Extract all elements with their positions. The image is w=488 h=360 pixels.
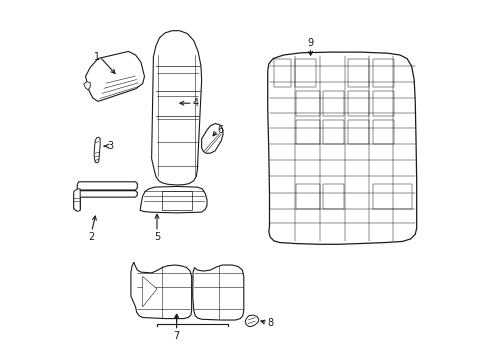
- Polygon shape: [347, 91, 368, 116]
- Polygon shape: [296, 91, 319, 116]
- Polygon shape: [94, 137, 100, 163]
- Text: 8: 8: [267, 318, 273, 328]
- Polygon shape: [372, 91, 393, 116]
- Polygon shape: [296, 184, 319, 208]
- Polygon shape: [192, 265, 244, 320]
- Polygon shape: [151, 31, 201, 185]
- Polygon shape: [323, 91, 343, 116]
- Polygon shape: [295, 59, 315, 87]
- Polygon shape: [372, 184, 411, 208]
- Polygon shape: [347, 59, 368, 87]
- Polygon shape: [273, 59, 290, 87]
- Polygon shape: [74, 189, 80, 211]
- Polygon shape: [323, 184, 343, 208]
- Polygon shape: [83, 82, 90, 90]
- Text: 7: 7: [173, 331, 180, 341]
- Polygon shape: [140, 186, 206, 213]
- Polygon shape: [85, 51, 144, 102]
- Polygon shape: [244, 315, 258, 327]
- Text: 4: 4: [192, 98, 199, 108]
- Polygon shape: [372, 59, 393, 87]
- Polygon shape: [267, 52, 416, 244]
- Polygon shape: [201, 123, 223, 153]
- Polygon shape: [131, 262, 191, 319]
- Text: 6: 6: [217, 125, 224, 135]
- Text: 2: 2: [88, 232, 95, 242]
- Polygon shape: [372, 120, 393, 144]
- Polygon shape: [74, 182, 137, 210]
- Polygon shape: [296, 120, 319, 144]
- Text: 1: 1: [94, 52, 100, 62]
- Polygon shape: [142, 276, 157, 307]
- Polygon shape: [162, 191, 191, 210]
- Text: 3: 3: [107, 141, 113, 151]
- Text: 5: 5: [154, 232, 160, 242]
- Text: 9: 9: [307, 38, 313, 48]
- Polygon shape: [323, 120, 343, 144]
- Polygon shape: [347, 120, 368, 144]
